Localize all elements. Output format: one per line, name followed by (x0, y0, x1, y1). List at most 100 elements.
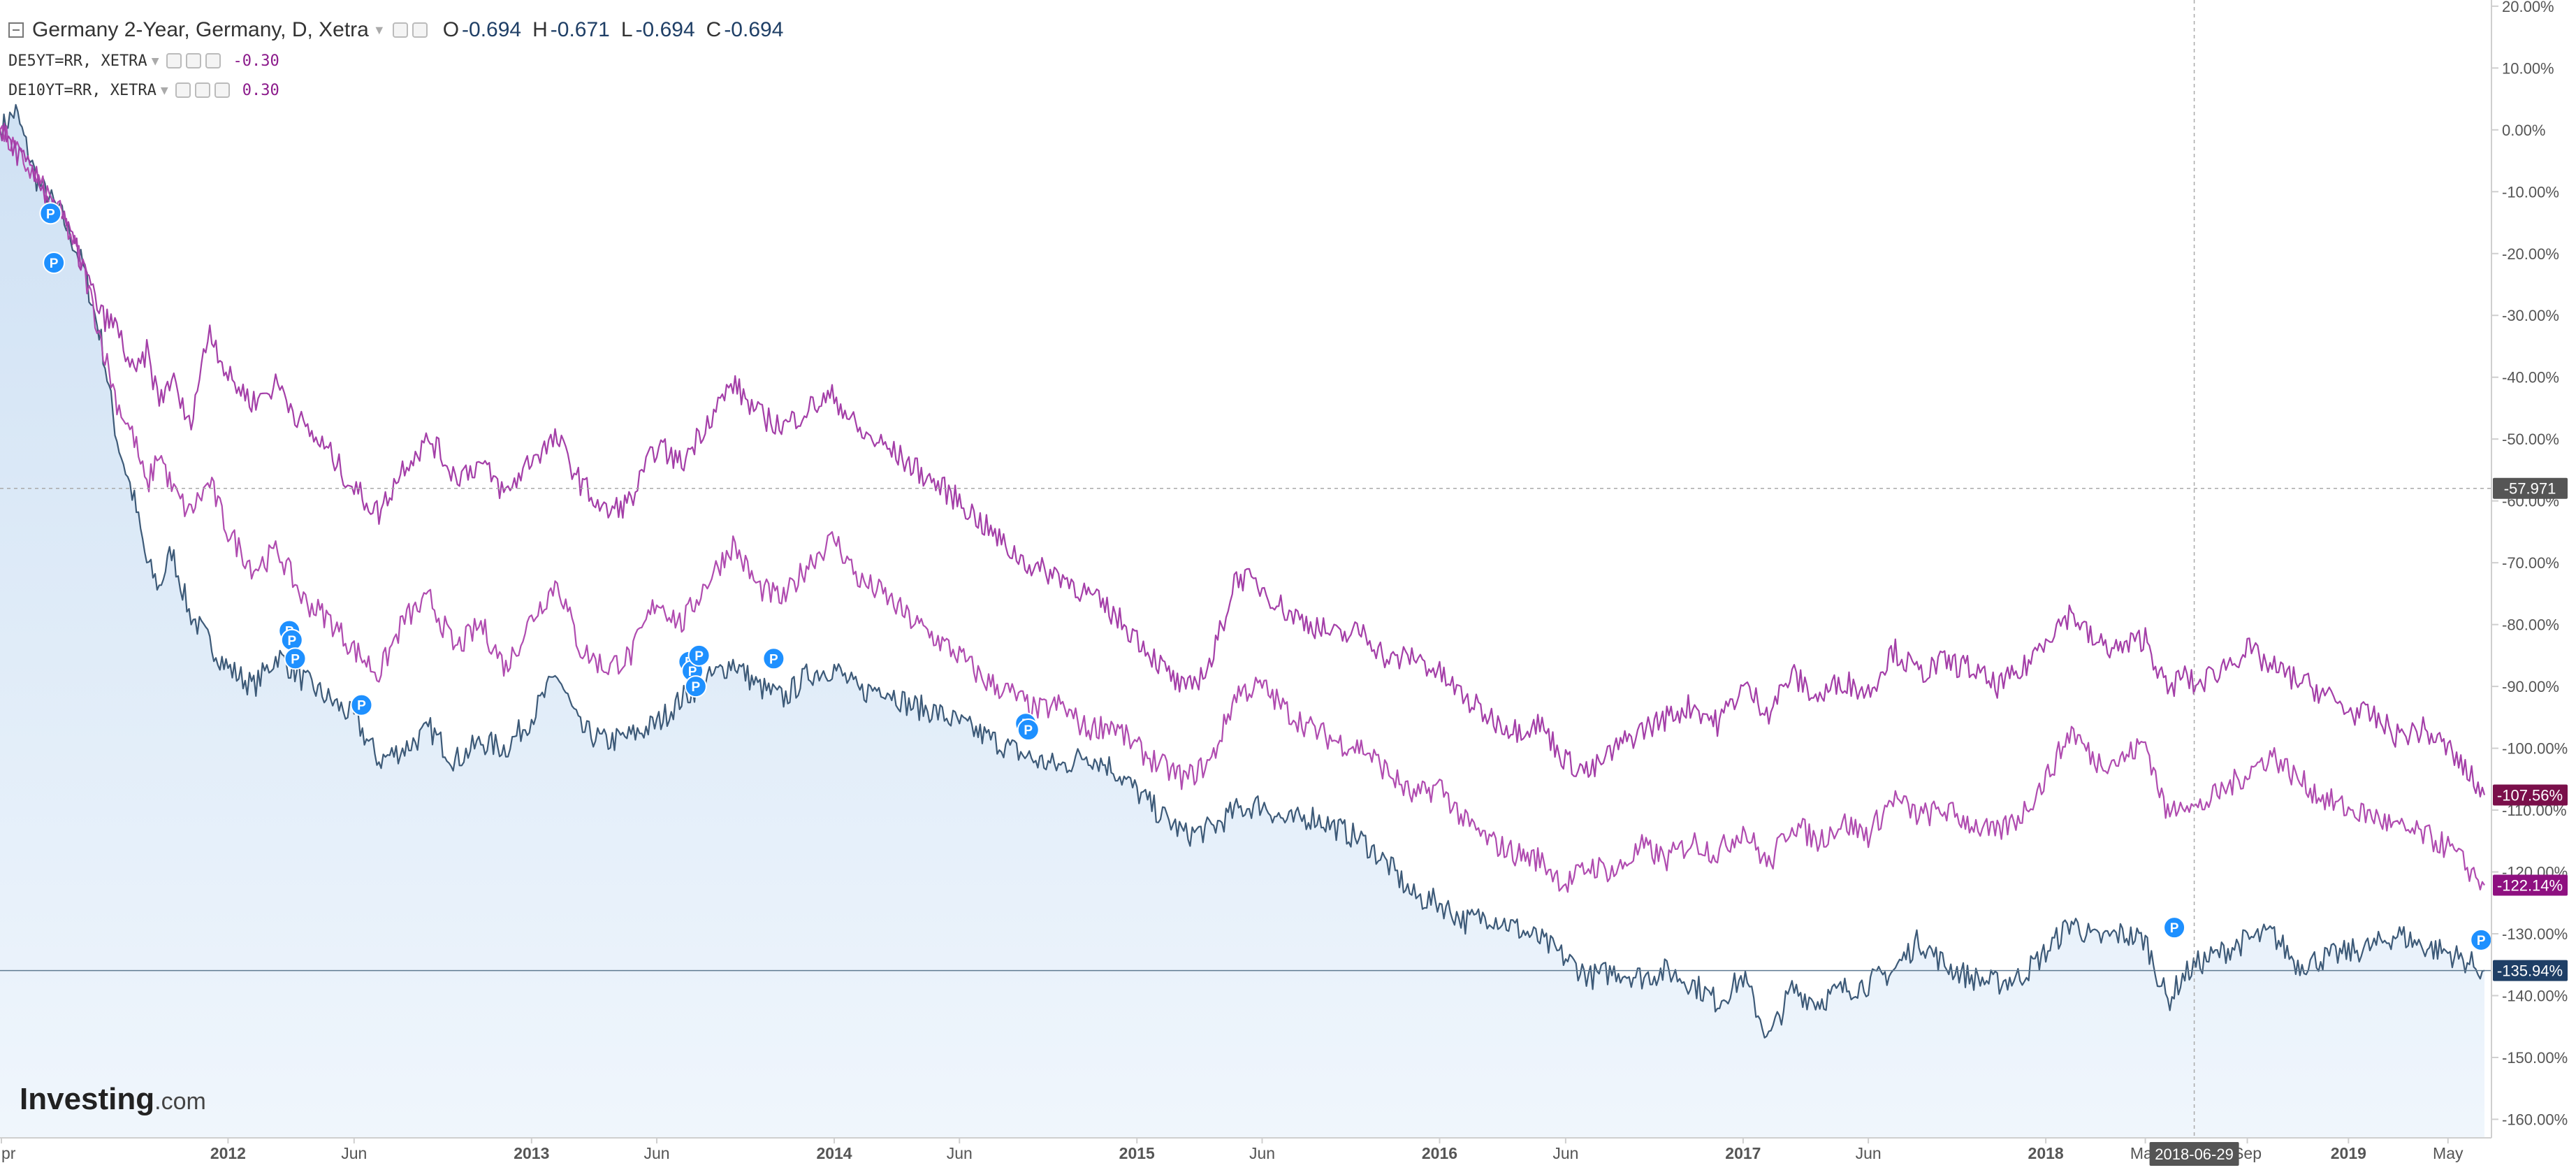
y-tick-label: 0.00% (2502, 122, 2545, 139)
settings-icon[interactable] (194, 82, 210, 98)
y-tick-label: 10.00% (2502, 59, 2554, 77)
event-marker: P (39, 202, 62, 225)
crosshair-date-tag: 2018-06-29 (2149, 1142, 2239, 1166)
logo-main: Investing (20, 1082, 155, 1116)
x-axis[interactable]: pr 2012 Jun 2013 Jun 2014 Jun 2015 Jun 2016 Jun 201… (1, 1138, 2464, 1162)
event-marker: P (762, 647, 785, 670)
event-marker-label: P (287, 634, 296, 649)
high-key: H (532, 18, 548, 41)
series-line-de10y (0, 122, 2486, 797)
event-marker: P (687, 644, 711, 667)
eye-icon[interactable] (392, 22, 408, 38)
chevron-down-icon[interactable]: ▼ (160, 82, 168, 98)
series-line-de2y (0, 103, 2485, 1039)
x-tick-label: Jun (341, 1144, 367, 1162)
series-line-de5y (0, 125, 2485, 893)
crosshair-value-tag: -57.971 (2493, 477, 2568, 499)
y-tick-label: -70.00% (2502, 554, 2559, 572)
event-marker-label: P (357, 699, 366, 714)
last-value-tag-de2y-bg (2493, 960, 2568, 981)
series-value-de10y: 0.30 (242, 81, 279, 99)
low-value: -0.694 (635, 18, 695, 41)
x-tick-label: 2017 (1725, 1144, 1761, 1162)
event-marker: P (2163, 916, 2186, 939)
legend-main-row: Germany 2-Year, Germany, D, Xetra ▼ O -0.… (8, 14, 783, 46)
event-marker-label: P (291, 652, 300, 667)
y-axis[interactable]: 20.00% 10.00% 0.00% -10.00% -20.00% -30.00% -4… (2491, 0, 2568, 1128)
close-value: -0.694 (724, 18, 784, 41)
collapse-icon[interactable] (8, 22, 24, 38)
x-tick-label: 2013 (514, 1144, 549, 1162)
crosshair-value-tag-text: -57.971 (2504, 480, 2556, 498)
settings-icon[interactable] (412, 22, 428, 38)
open-value: -0.694 (462, 18, 522, 41)
y-tick-label: -150.00% (2502, 1049, 2568, 1067)
legend: Germany 2-Year, Germany, D, Xetra ▼ O -0.… (8, 14, 783, 105)
x-tick-label: 2014 (816, 1144, 852, 1162)
event-marker-label: P (691, 680, 700, 695)
y-tick-label: -130.00% (2502, 925, 2568, 943)
event-marker-dot (684, 675, 707, 698)
last-value-tag-de2y: -135.94% (2493, 960, 2568, 981)
chevron-down-icon[interactable]: ▼ (372, 22, 386, 37)
x-tick-label: 2018 (2028, 1144, 2064, 1162)
event-marker-label: P (2477, 934, 2486, 948)
series-label-de5y: DE5YT=RR, XETRA (8, 52, 147, 70)
axis-tags: -57.971 -135.94% -122.14% -107.56% 2018-06-2… (2149, 477, 2568, 1166)
event-marker: P (2470, 928, 2493, 951)
x-tick-label: Jun (1856, 1144, 1882, 1162)
legend-row-de10y: DE10YT=RR, XETRA ▼ 0.30 (8, 75, 783, 105)
x-tick-label: May (2433, 1144, 2464, 1162)
last-value-tag-de5y-bg (2493, 874, 2568, 896)
x-tick-label: Jun (1552, 1144, 1578, 1162)
y-tick-label: -140.00% (2502, 988, 2568, 1005)
event-marker-label: P (769, 652, 778, 667)
y-tick-label: -160.00% (2502, 1111, 2568, 1128)
crosshair-date-tag-text: 2018-06-29 (2155, 1146, 2234, 1163)
x-tick-label: pr (1, 1144, 16, 1162)
last-value-tag-de10y-bg (2493, 784, 2568, 806)
last-value-tag-de2y-text: -135.94% (2497, 962, 2563, 980)
event-marker-dot (687, 644, 711, 667)
y-tick-label: -50.00% (2502, 431, 2559, 448)
last-value-tag-de10y-text: -107.56% (2497, 786, 2563, 804)
legend-title: Germany 2-Year, Germany, D, Xetra (32, 18, 369, 41)
x-tick-label: 2016 (1422, 1144, 1457, 1162)
event-marker-label: P (50, 257, 59, 271)
y-tick-label: -100.00% (2502, 740, 2568, 758)
event-marker-label: P (2170, 921, 2179, 936)
event-marker-dot (350, 693, 373, 716)
close-key: C (706, 18, 722, 41)
x-tick-label: 2015 (1119, 1144, 1155, 1162)
logo-suffix: .com (154, 1088, 206, 1115)
eye-icon[interactable] (166, 53, 182, 68)
settings-icon[interactable] (185, 53, 201, 68)
x-tick-label: 2012 (210, 1144, 246, 1162)
event-marker-dot (39, 202, 62, 225)
guides-layer (0, 0, 2491, 1138)
event-marker: P (43, 252, 66, 275)
y-tick-label: -90.00% (2502, 678, 2559, 695)
x-tick-label: 2019 (2331, 1144, 2366, 1162)
close-icon[interactable] (205, 53, 221, 68)
series-layer (0, 103, 2486, 1039)
event-marker-dot (2163, 916, 2186, 939)
crosshair-value-tag-bg (2493, 477, 2568, 499)
x-tick-label: Jun (643, 1144, 669, 1162)
y-tick-label: 20.00% (2502, 0, 2554, 15)
y-tick-label: -80.00% (2502, 616, 2559, 634)
y-tick-label: -20.00% (2502, 245, 2559, 263)
event-marker: P (280, 628, 303, 651)
eye-icon[interactable] (175, 82, 191, 98)
chevron-down-icon[interactable]: ▼ (151, 53, 159, 68)
investing-logo[interactable]: Investing.com (20, 1082, 206, 1117)
last-value-tag-de10y: -107.56% (2493, 784, 2568, 806)
last-value-tag-de5y-text: -122.14% (2497, 876, 2563, 894)
close-icon[interactable] (214, 82, 230, 98)
event-marker-dot (284, 647, 307, 670)
event-marker: P (684, 675, 707, 698)
y-tick-label: -40.00% (2502, 369, 2559, 387)
event-marker-label: P (1024, 723, 1033, 738)
series-area-de2y (0, 104, 2484, 1138)
